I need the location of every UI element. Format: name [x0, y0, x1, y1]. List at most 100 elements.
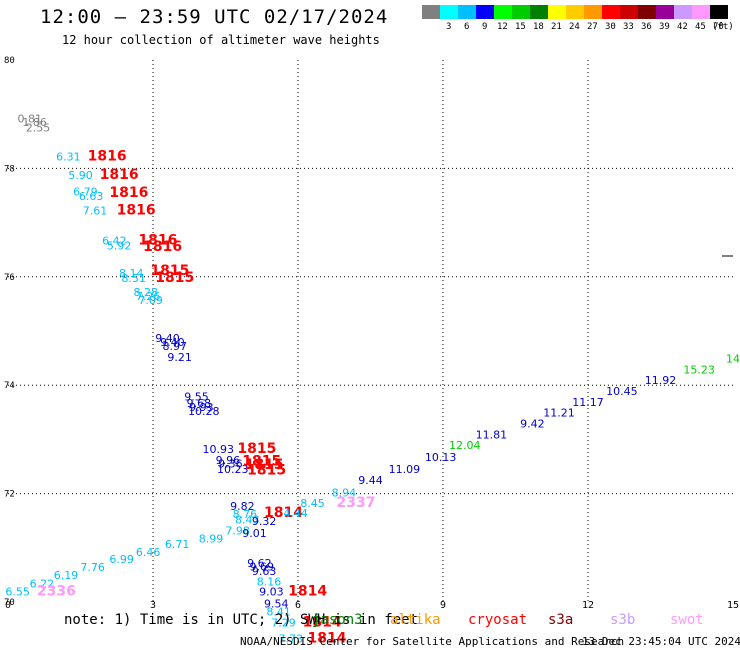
- legend-swatch: [548, 5, 566, 19]
- wave-height-label: 6.79: [73, 186, 98, 199]
- wave-height-label: 8.16: [257, 576, 282, 589]
- wave-height-label: 7.98: [225, 524, 250, 537]
- pass-id-label: 1816: [88, 148, 127, 164]
- wave-height-label: 6.71: [165, 538, 190, 551]
- legend-label: 45: [695, 22, 706, 32]
- pass-id-label: 1815: [242, 453, 281, 469]
- legend-swatch: [710, 5, 728, 19]
- footer-timestamp: 13 Dec 23:45:04 UTC 2024: [582, 635, 740, 648]
- wave-height-label: 10.45: [606, 385, 638, 398]
- x-tick-label: 9: [440, 600, 446, 611]
- wave-height-label: 9.55: [184, 390, 209, 403]
- y-tick-label: 76: [4, 273, 15, 283]
- wave-height-label: 7.76: [80, 561, 105, 574]
- pass-id-label: 1814: [288, 583, 327, 599]
- wave-height-label: 9.63: [252, 565, 277, 578]
- pass-id-label: 1815: [237, 441, 276, 457]
- wave-height-label: 2.55: [26, 122, 51, 135]
- satellite-cryosat: cryosat: [468, 612, 528, 628]
- wave-height-label: 9.03: [259, 585, 284, 598]
- y-tick-label: 80: [4, 56, 15, 66]
- wave-height-label: 9.69: [250, 561, 275, 574]
- legend-label: 42: [677, 22, 688, 32]
- legend-swatch: [692, 5, 710, 19]
- page-subtitle: 12 hour collection of altimeter wave hei…: [62, 33, 380, 47]
- y-tick-label: 70: [4, 598, 15, 608]
- wave-height-label: 0.81: [18, 112, 43, 125]
- wave-height-label: 7.73: [279, 633, 304, 646]
- wave-height-label: 6.22: [30, 577, 55, 590]
- wave-height-label: 8.76: [233, 508, 258, 521]
- wave-height-label: 10.28: [188, 405, 220, 418]
- pass-id-label: 1816: [109, 185, 148, 201]
- page-title: 12:00 – 23:59 UTC 02/17/2024: [40, 6, 389, 28]
- wave-height-label: 7.61: [83, 204, 108, 217]
- wave-height-label: 8.14: [119, 267, 144, 280]
- legend-label: 9: [482, 22, 488, 32]
- legend-label: 6: [464, 22, 470, 32]
- legend-swatch: [656, 5, 674, 19]
- wave-height-label: 9.36: [218, 458, 243, 471]
- pass-id-label: 2337: [337, 495, 376, 511]
- wave-height-label: 8.28: [134, 286, 159, 299]
- legend-swatch: [674, 5, 692, 19]
- wave-height-label: 7.29: [271, 616, 296, 629]
- legend-swatch: [458, 5, 476, 19]
- wave-height-label: 9.32: [252, 515, 277, 528]
- footer-credit: NOAA/NESDIS Center for Satellite Applica…: [240, 635, 625, 648]
- wave-height-label: 1.86: [22, 116, 47, 129]
- pass-id-label: 1816: [138, 232, 177, 248]
- wave-height-label: 9.96: [216, 454, 241, 467]
- wave-height-label: 9.42: [520, 417, 545, 430]
- legend-label: 33: [623, 22, 634, 32]
- pass-id-label: 1816: [100, 167, 139, 183]
- wave-height-label: 8.45: [300, 497, 325, 510]
- wave-height-label: 8.51: [121, 272, 146, 285]
- wave-height-label: 6.31: [56, 150, 81, 163]
- wave-height-label: 9.68: [187, 397, 212, 410]
- wave-height-label: 14: [726, 352, 740, 365]
- wave-height-label: 10.93: [203, 443, 235, 456]
- x-tick-label: 3: [150, 600, 156, 611]
- pass-id-label: 2336: [37, 583, 76, 599]
- wave-height-label: 9.01: [242, 527, 267, 540]
- legend-label: 3: [446, 22, 452, 32]
- legend-swatch: [638, 5, 656, 19]
- wave-height-label: 9.82: [230, 500, 255, 513]
- wave-height-label: 11.09: [389, 463, 421, 476]
- y-tick-label: 72: [4, 490, 15, 500]
- pass-id-label: 1816: [143, 239, 182, 255]
- pass-id-label: 1815: [245, 457, 284, 473]
- wave-height-label: 6.63: [79, 190, 104, 203]
- legend-label: 12: [497, 22, 508, 32]
- satellite-altika: altika: [390, 612, 441, 628]
- y-tick-label: 74: [4, 381, 15, 391]
- wave-height-label: 12.04: [449, 439, 481, 452]
- wave-height-label: 10.13: [425, 451, 457, 464]
- pass-id-label: 1815: [247, 463, 286, 479]
- legend-unit: (ft): [712, 22, 734, 32]
- legend-swatch: [584, 5, 602, 19]
- legend-label: 70: [713, 22, 724, 32]
- wave-height-label: 6.99: [109, 553, 134, 566]
- legend-swatch: [512, 5, 530, 19]
- wave-height-label: 6.55: [5, 585, 30, 598]
- wave-height-label: 6.42: [102, 234, 127, 247]
- wave-height-label: 9.40: [155, 332, 180, 345]
- wave-height-label: 10.23: [217, 463, 249, 476]
- pass-id-label: 1814: [303, 614, 342, 630]
- wave-height-label: 5.90: [68, 169, 93, 182]
- legend-label: 24: [569, 22, 580, 32]
- pass-id-label: 1815: [155, 270, 194, 286]
- wave-height-label: 4.44: [283, 507, 308, 520]
- pass-id-label: 1814: [264, 505, 303, 521]
- legend-swatch: [422, 5, 440, 19]
- wave-height-label: 11.81: [476, 428, 508, 441]
- legend-label: 27: [587, 22, 598, 32]
- wave-height-label: 5.92: [107, 240, 132, 253]
- legend-swatch: [602, 5, 620, 19]
- legend-label: 30: [605, 22, 616, 32]
- wave-height-label: 8.94: [332, 486, 357, 499]
- pass-id-label: 1815: [150, 263, 189, 279]
